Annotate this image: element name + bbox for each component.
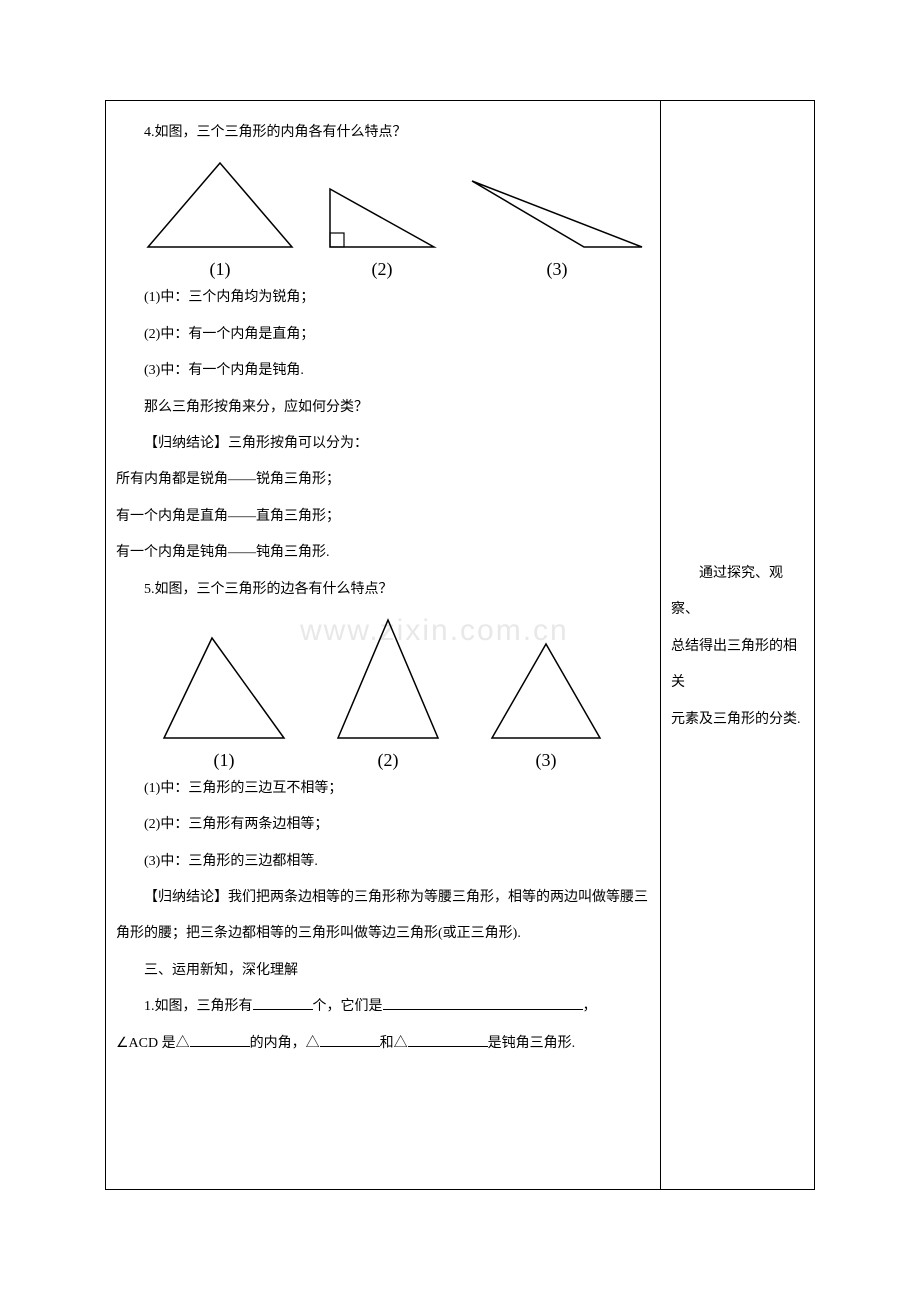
q5-fig1: (1): [156, 630, 292, 771]
triangle-isosceles-icon: [330, 612, 446, 744]
q5-fig2: (2): [330, 612, 446, 771]
blank-and2: [408, 1033, 488, 1047]
triangle-obtuse-icon: [464, 173, 650, 253]
q4-c1: 所有内角都是锐角——锐角三角形；: [116, 462, 650, 498]
main-column: 4.如图，三个三角形的内角各有什么特点？ (1) (2): [106, 101, 661, 1189]
q4-c3: 有一个内角是钝角——钝角三角形.: [116, 535, 650, 571]
section3-title: 三、运用新知，深化理解: [116, 953, 650, 989]
blank-and1: [320, 1033, 380, 1047]
q1-text-b: 个，它们是: [313, 999, 383, 1014]
side-p2: 总结得出三角形的相关: [671, 629, 804, 702]
q5-figures: (1) (2) (3): [156, 608, 650, 771]
q4-obs2: (2)中：有一个内角是直角；: [116, 317, 650, 353]
q5-obs3: (3)中：三角形的三边都相等.: [116, 844, 650, 880]
q4-prompt: 4.如图，三个三角形的内角各有什么特点？: [116, 115, 650, 151]
q5-obs1: (1)中：三角形的三边互不相等；: [116, 771, 650, 807]
q4-fig3-label: (3): [547, 259, 568, 280]
q4-fig2: (2): [322, 181, 442, 280]
section3-q1-line2: ∠ACD 是△ 的内角，△ 和△ 是钝角三角形.: [116, 1026, 650, 1062]
q5-fig3-label: (3): [536, 750, 557, 771]
q4-obs1: (1)中：三个内角均为锐角；: [116, 280, 650, 316]
q4-conclusion-head: 【归纳结论】三角形按角可以分为：: [116, 426, 650, 462]
q1-text-d: ∠ACD 是△: [116, 1036, 190, 1051]
q4-figures: (1) (2) (3): [140, 151, 650, 280]
q1-text-e: 的内角，△: [250, 1036, 320, 1051]
q1-text-f: 和△: [380, 1036, 408, 1051]
side-p1: 通过探究、观察、: [671, 556, 804, 629]
blank-names: [383, 996, 583, 1010]
q4-fig3: (3): [464, 173, 650, 280]
q5-prompt: 5.如图，三个三角形的边各有什么特点？: [116, 572, 650, 608]
section3-q1-line1: 1.如图，三角形有 个，它们是 ，: [116, 989, 650, 1025]
triangle-right-icon: [322, 181, 442, 253]
q4-obs3: (3)中：有一个内角是钝角.: [116, 353, 650, 389]
blank-count: [253, 996, 313, 1010]
q4-fig2-label: (2): [372, 259, 393, 280]
q5-fig3: (3): [484, 636, 608, 771]
q4-ask: 那么三角形按角来分，应如何分类？: [116, 390, 650, 426]
content-table: 4.如图，三个三角形的内角各有什么特点？ (1) (2): [105, 100, 815, 1190]
side-p3: 元素及三角形的分类.: [671, 702, 804, 738]
side-column: 通过探究、观察、 总结得出三角形的相关 元素及三角形的分类.: [661, 101, 814, 1189]
q4-fig1-label: (1): [210, 259, 231, 280]
q4-fig1: (1): [140, 155, 300, 280]
q5-conclusion: 【归纳结论】我们把两条边相等的三角形称为等腰三角形，相等的两边叫做等腰三角形的腰…: [116, 880, 650, 953]
q1-text-c: ，: [583, 999, 597, 1014]
blank-inner: [190, 1033, 250, 1047]
q4-c2: 有一个内角是直角——直角三角形；: [116, 499, 650, 535]
q5-fig1-label: (1): [214, 750, 235, 771]
triangle-acute-icon: [140, 155, 300, 253]
q1-text-g: 是钝角三角形.: [488, 1036, 576, 1051]
q5-obs2: (2)中：三角形有两条边相等；: [116, 807, 650, 843]
q5-fig2-label: (2): [378, 750, 399, 771]
side-note: 通过探究、观察、 总结得出三角形的相关 元素及三角形的分类.: [671, 556, 804, 738]
q1-text-a: 1.如图，三角形有: [144, 999, 253, 1014]
triangle-equilateral-icon: [484, 636, 608, 744]
triangle-scalene-icon: [156, 630, 292, 744]
